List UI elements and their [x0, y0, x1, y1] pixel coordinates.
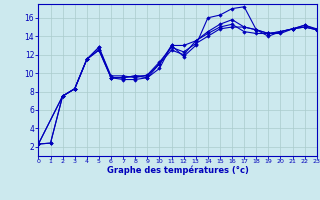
X-axis label: Graphe des températures (°c): Graphe des températures (°c) [107, 166, 249, 175]
